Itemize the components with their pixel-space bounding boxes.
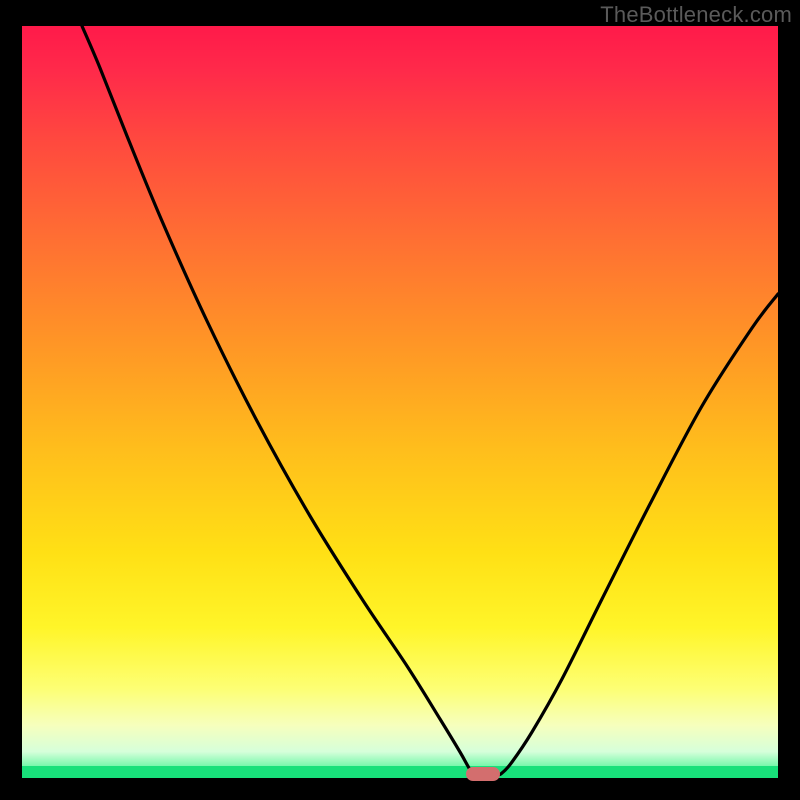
optimal-marker — [466, 767, 500, 781]
watermark-text: TheBottleneck.com — [600, 2, 792, 28]
plot-area — [22, 26, 778, 778]
chart-container: TheBottleneck.com — [0, 0, 800, 800]
curve-path — [82, 26, 778, 776]
bottleneck-curve — [22, 26, 778, 778]
